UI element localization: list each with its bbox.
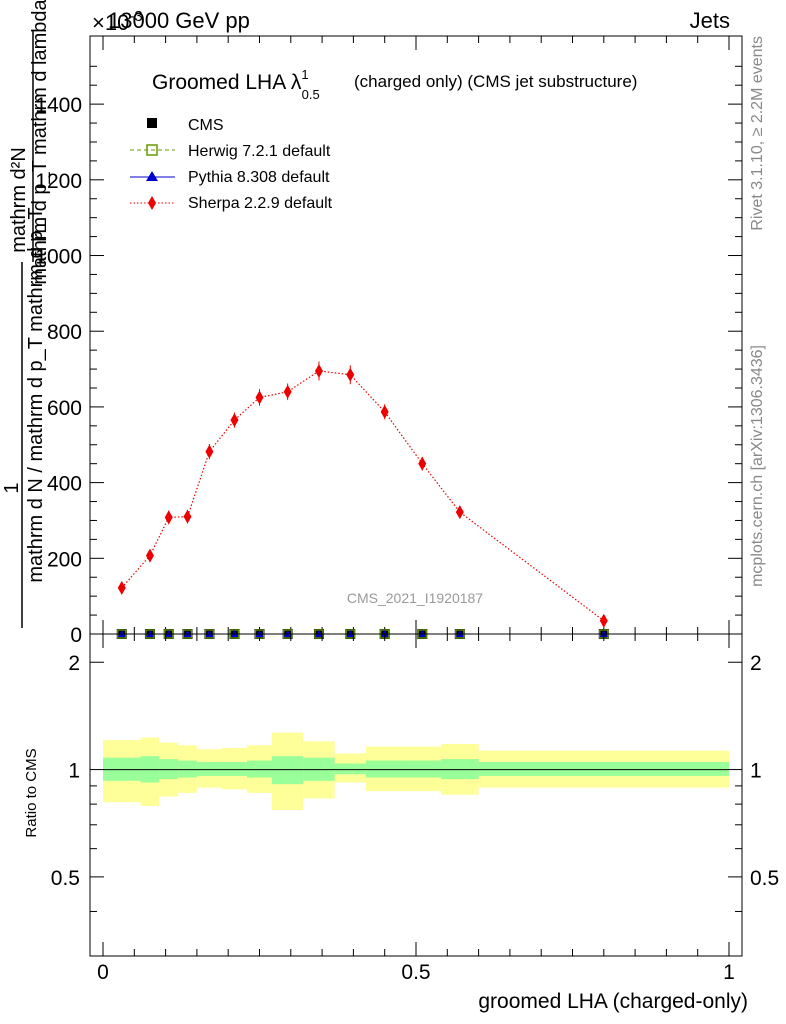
ratio-inner-band [334,763,366,775]
y-label-one: 1 [1,482,23,493]
ratio-y-tick-label-right: 1 [750,760,762,783]
sherpa-point [599,613,608,628]
mcplots-label: mcplots.cern.ch [arXiv:1306.3436] [749,345,766,587]
ratio-tick-labels: 0.5 0.5 1 1 2 2 [51,652,779,890]
ratio-inner-band [246,760,273,778]
y-tick-label: 400 [47,473,82,496]
y-label-denominator-top: mathrm d p_T mathrm d lambda [29,0,51,285]
legend-marker-pythia [146,171,158,181]
main-y-tick-labels: 0 200 400 600 800 1000 1200 1400 [35,94,82,647]
legend-label-pythia: Pythia 8.308 default [188,169,330,186]
sherpa-point [380,404,389,419]
x-tick-label: 0.5 [401,961,430,984]
plot-title-suffix: (charged only) (CMS jet substructure) [354,72,637,91]
ratio-inner-band [178,760,197,778]
ratio-inner-band [478,762,729,776]
legend-label-cms: CMS [188,117,224,134]
y-tick-label: 1200 [35,170,82,193]
sherpa-point [346,367,355,382]
ratio-bands-group [103,732,729,811]
ratio-y-tick-label-right: 0.5 [750,867,779,890]
y-tick-label: 600 [47,397,82,420]
legend-label-sherpa: Sherpa 2.2.9 default [188,195,333,212]
ratio-inner-band [272,756,304,785]
process-label: Jets [690,8,730,33]
rivet-label: Rivet 3.1.10, ≥ 2.2M events [749,36,766,231]
sherpa-point [255,390,264,405]
y-label-numerator-top: mathrm d²N [8,147,30,253]
ratio-y-tick-label-left: 0.5 [51,867,80,890]
ratio-plot-frame [89,633,743,957]
legend-label-herwig: Herwig 7.2.1 default [188,143,331,160]
ratio-y-label: Ratio to CMS [23,748,40,837]
x-tick-label: 1 [723,961,735,984]
sherpa-line [121,370,605,622]
y-label-denominator-bottom: mathrm d N / mathrm d p_T mathrm d p_T [25,207,47,582]
y-tick-label: 200 [47,548,82,571]
y-tick-label: 0 [70,624,82,647]
ratio-inner-band [196,762,222,776]
legend-marker-herwig [146,144,158,156]
ratio-axis-ticks [90,634,742,956]
analysis-id: CMS_2021_I1920187 [347,590,483,606]
x-tick-label: 0 [97,961,109,984]
sherpa-point [455,505,464,520]
legend: CMS Herwig 7.2.1 default Pythia 8.308 de… [130,117,333,212]
legend-marker-sherpa [148,196,156,210]
sherpa-point [418,456,427,471]
x-axis-label: groomed LHA (charged-only) [478,990,748,1013]
y-tick-label: 1000 [35,246,82,269]
sherpa-point [314,363,323,378]
sherpa-point [183,509,192,524]
y-tick-label: 1400 [35,94,82,117]
ratio-y-tick-label-left: 2 [68,652,80,675]
sherpa-point [205,444,214,459]
exponent-label: ×10-3 [92,8,143,35]
sherpa-point [145,548,154,563]
sherpa-point [117,580,126,595]
energy-label: 13000 GeV pp [108,8,250,33]
ratio-inner-band [221,762,247,776]
legend-marker-cms [147,118,157,128]
ratio-inner-band [403,760,442,778]
ratio-y-tick-label-right: 2 [750,652,762,675]
ratio-y-tick-label-left: 1 [68,760,80,783]
plot-title: Groomed LHA λ1 0.5 [152,67,320,102]
y-tick-label: 800 [47,321,82,344]
ratio-inner-band [365,760,404,778]
sherpa-point [164,510,173,525]
x-tick-labels: 0 0.5 1 [97,961,735,984]
sherpa-point [283,384,292,399]
sherpa-point [230,413,239,428]
